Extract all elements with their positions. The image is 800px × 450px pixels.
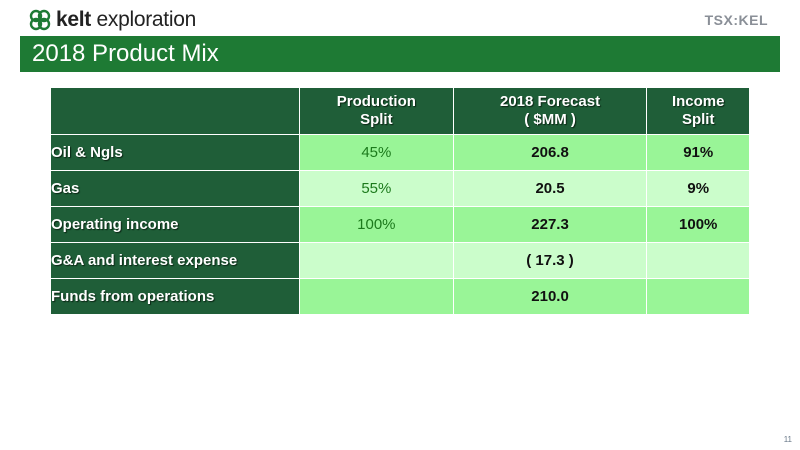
column-header-line: Production (336, 93, 416, 110)
table-row: Gas 55% 20.5 9% (50, 170, 750, 207)
row-label: Oil & Ngls (50, 134, 300, 171)
celtic-knot-icon (29, 9, 51, 31)
exchange-ticker-badge: TSX:KEL (704, 12, 768, 28)
table-row: Funds from operations 210.0 (50, 278, 750, 315)
column-header-2018-forecast: 2018 Forecast ( $MM ) (452, 87, 648, 135)
income-split-cell: 91% (646, 134, 750, 171)
logo-wordmark: kelt exploration (56, 8, 196, 31)
production-split-cell (299, 278, 454, 315)
page-title: 2018 Product Mix (32, 40, 219, 67)
column-header-line: Income (671, 93, 725, 110)
table-header-row: Production Split 2018 Forecast ( $MM ) I… (50, 87, 750, 135)
production-split-cell (299, 242, 454, 279)
forecast-cell: 20.5 (452, 170, 648, 207)
production-split-cell: 55% (299, 170, 454, 207)
title-bar: 2018 Product Mix (20, 36, 780, 72)
column-header-line: ( $MM ) (524, 111, 576, 128)
column-header-income-split: Income Split (646, 87, 750, 135)
table-row: G&A and interest expense ( 17.3 ) (50, 242, 750, 279)
column-header-line: Split (681, 111, 715, 128)
product-mix-table: Production Split 2018 Forecast ( $MM ) I… (50, 87, 750, 315)
row-label: Gas (50, 170, 300, 207)
company-logo: kelt exploration (28, 8, 196, 32)
row-label: Operating income (50, 206, 300, 243)
row-label: G&A and interest expense (50, 242, 300, 279)
income-split-cell: 100% (646, 206, 750, 243)
column-header-line: Split (360, 111, 393, 128)
column-header-production-split: Production Split (299, 87, 454, 135)
income-split-cell: 9% (646, 170, 750, 207)
forecast-cell: ( 17.3 ) (452, 242, 648, 279)
column-header-line: 2018 Forecast (500, 93, 601, 110)
table-corner-cell (50, 87, 300, 135)
page-number: 11 (783, 435, 792, 444)
forecast-cell: 210.0 (452, 278, 648, 315)
forecast-cell: 206.8 (452, 134, 648, 171)
income-split-cell (646, 278, 750, 315)
forecast-cell: 227.3 (452, 206, 648, 243)
production-split-cell: 45% (299, 134, 454, 171)
income-split-cell (646, 242, 750, 279)
production-split-cell: 100% (299, 206, 454, 243)
table-row: Oil & Ngls 45% 206.8 91% (50, 134, 750, 171)
row-label: Funds from operations (50, 278, 300, 315)
table-row: Operating income 100% 227.3 100% (50, 206, 750, 243)
